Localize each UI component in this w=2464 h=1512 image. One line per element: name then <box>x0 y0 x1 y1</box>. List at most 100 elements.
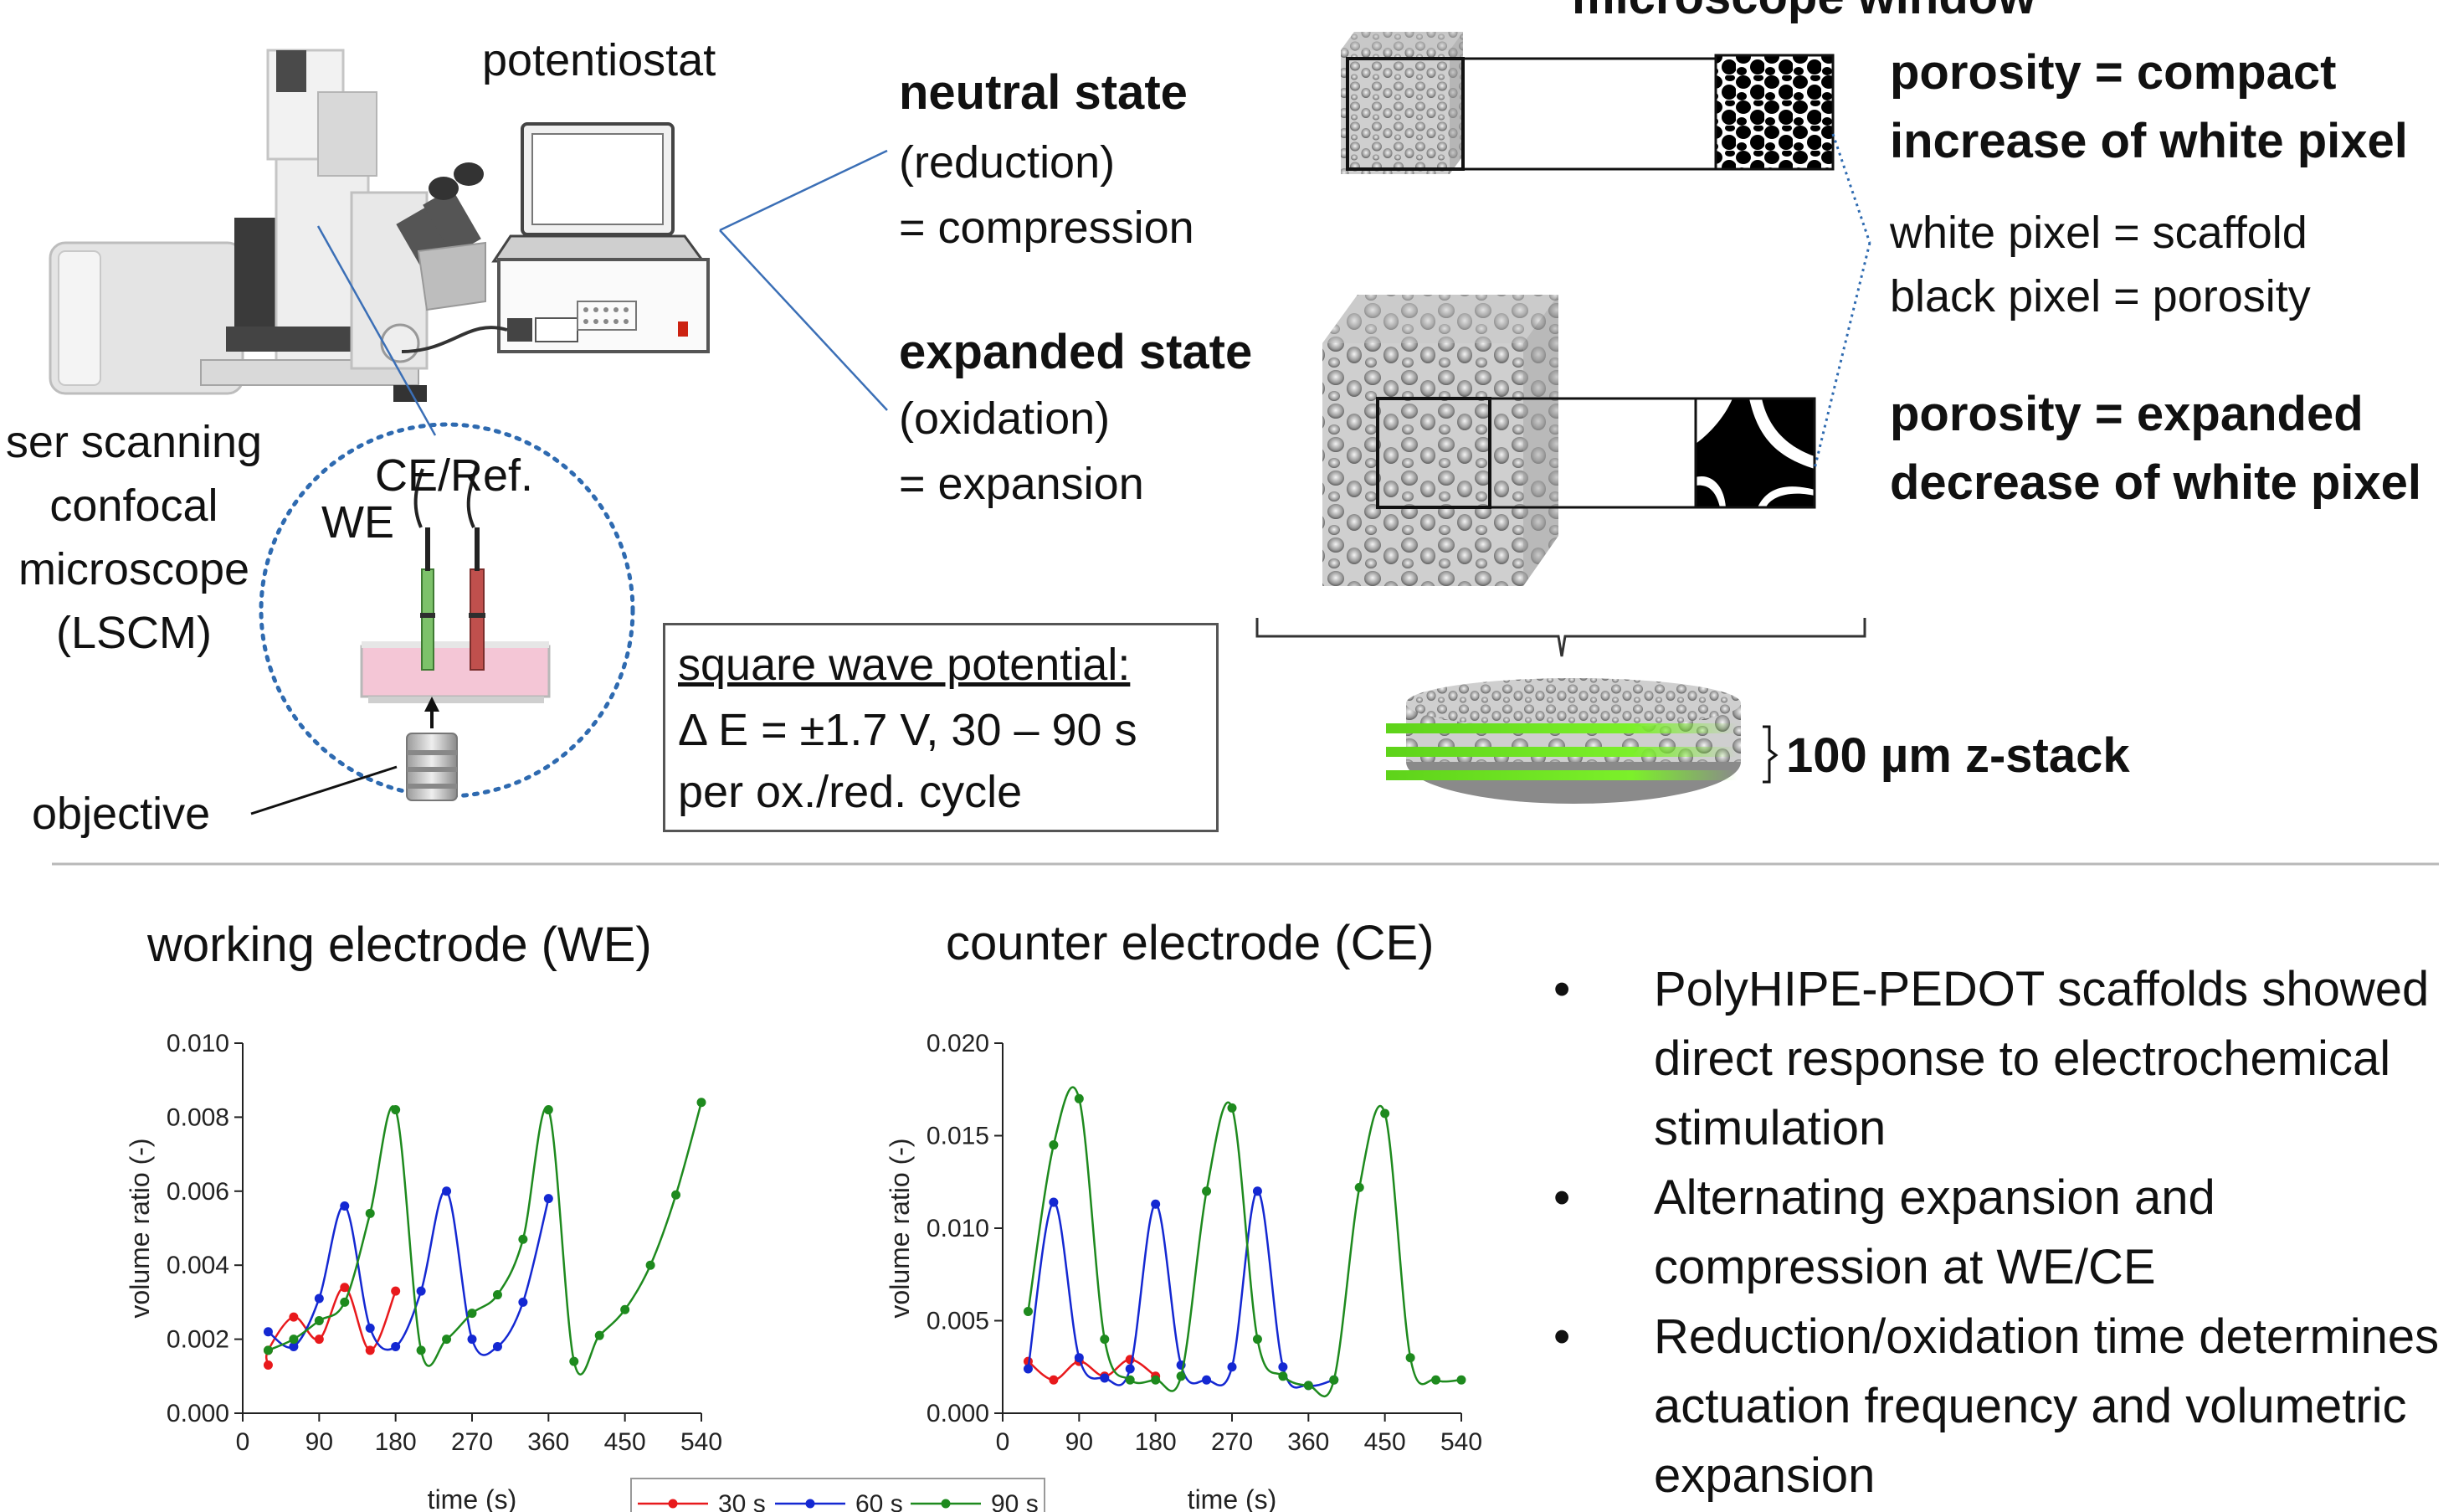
porosity-expanded-line-1: porosity = expanded <box>1890 387 2364 441</box>
setup-connector-lines <box>316 149 888 436</box>
we-chart-y-tick-label: 0.010 <box>167 1030 229 1057</box>
z-stack-disk-illustration <box>1386 678 1779 804</box>
ce-ref-label: CE/Ref. <box>375 450 534 501</box>
we-chart-data-point <box>365 1345 375 1355</box>
we-chart-data-point <box>289 1312 299 1322</box>
we-chart-data-point <box>518 1297 528 1307</box>
ce-chart-data-point <box>1405 1353 1415 1363</box>
we-chart-data-point <box>314 1316 324 1325</box>
bullet-text: Reduction/oxidation time determines actu… <box>1654 1309 2440 1503</box>
lscm-microscope-illustration <box>49 49 486 402</box>
ce-chart-y-axis-label: volume ratio (-) <box>885 1138 915 1318</box>
lscm-label-line-1: ser scanning <box>5 417 263 467</box>
we-chart-data-point <box>391 1105 401 1115</box>
we-chart-data-point <box>543 1105 553 1115</box>
ce-chart-data-point <box>1329 1375 1339 1385</box>
ce-chart-y-tick-label: 0.010 <box>927 1215 989 1242</box>
ce-chart-data-point <box>1100 1335 1110 1345</box>
bullet-text: Alternating expansion and compression at… <box>1654 1170 2215 1294</box>
we-chart-data-point <box>314 1293 324 1304</box>
we-chart-data-point <box>671 1190 681 1200</box>
we-chart-y-tick-label: 0.008 <box>167 1103 229 1131</box>
ce-chart-data-point <box>1278 1371 1288 1381</box>
we-chart-x-tick-label: 180 <box>375 1428 417 1456</box>
ce-chart-data-point <box>1252 1335 1262 1345</box>
we-chart-title: working electrode (WE) <box>147 918 652 972</box>
ce-chart-data-point <box>1354 1182 1364 1192</box>
we-chart-y-tick-label: 0.006 <box>167 1178 229 1206</box>
we-chart-y-tick-label: 0.000 <box>167 1400 229 1427</box>
we-chart-data-point <box>263 1345 273 1355</box>
pixel-legend-black: black pixel = porosity <box>1890 271 2311 321</box>
ce-chart-data-point <box>1100 1373 1110 1383</box>
lscm-label: ser scanning confocal microscope (LSCM) <box>0 410 268 665</box>
ce-chart-data-point <box>1125 1364 1135 1374</box>
we-chart-x-tick-label: 270 <box>451 1428 493 1456</box>
bullet-dot: • <box>1553 962 1571 1016</box>
we-chart-data-point <box>365 1323 375 1333</box>
ce-chart-series-line <box>1027 1190 1335 1389</box>
cube-bracket <box>1255 618 1866 657</box>
ce-chart-x-tick-label: 0 <box>996 1428 1010 1456</box>
expanded-porosity-window <box>1694 397 1816 509</box>
bullet-dot: • <box>1553 1170 1571 1225</box>
ce-chart-y-tick-label: 0.015 <box>927 1123 989 1150</box>
we-chart-y-axis-label: volume ratio (-) <box>125 1138 155 1318</box>
we-chart-data-point <box>365 1208 375 1218</box>
ce-chart-data-point <box>1227 1362 1237 1372</box>
we-chart-series-line <box>264 1286 397 1365</box>
neutral-state-title: neutral state <box>899 65 1188 120</box>
we-chart-data-point <box>467 1335 477 1345</box>
ce-chart-y-tick-label: 0.005 <box>927 1308 989 1335</box>
we-chart-y-tick-label: 0.002 <box>167 1326 229 1354</box>
ce-chart-data-point <box>1049 1197 1059 1207</box>
we-chart-data-point <box>289 1335 299 1345</box>
we-chart-x-tick-label: 360 <box>527 1428 569 1456</box>
porosity-expanded-line-2: decrease of white pixel <box>1890 455 2422 510</box>
expanded-state-title: expanded state <box>899 325 1253 379</box>
expanded-scaffold-cube <box>1322 133 1871 586</box>
ce-chart-data-point <box>1074 1353 1084 1363</box>
ce-chart-x-tick-label: 450 <box>1364 1428 1406 1456</box>
ce-chart-x-tick-label: 90 <box>1065 1428 1093 1456</box>
we-chart-data-point <box>340 1201 350 1211</box>
we-chart-data-point <box>391 1341 401 1351</box>
ce-chart-data-point <box>1125 1375 1135 1385</box>
ce-chart-data-point <box>1227 1103 1237 1113</box>
ce-chart-data-point <box>1023 1364 1033 1374</box>
microscope-window-title: microscope window <box>1572 0 2035 27</box>
we-chart-x-tick-label: 0 <box>236 1428 250 1456</box>
ce-chart-data-point <box>1151 1375 1161 1385</box>
square-wave-line-2: per ox./red. cycle <box>678 767 1023 817</box>
ce-chart-data-point <box>1202 1375 1212 1385</box>
bullet-item: • Alternating expansion and compression a… <box>1553 1163 2457 1302</box>
legend-box <box>630 1478 1045 1512</box>
ce-chart-data-point <box>1380 1108 1390 1119</box>
we-chart-data-point <box>416 1345 426 1355</box>
ce-chart-x-tick-label: 180 <box>1135 1428 1177 1456</box>
neutral-state-line-1: (reduction) <box>899 137 1116 188</box>
ce-chart-x-tick-label: 270 <box>1211 1428 1253 1456</box>
we-chart-data-point <box>263 1327 273 1337</box>
porosity-compact-line-2: increase of white pixel <box>1890 114 2408 168</box>
legend-label: 60 s <box>855 1490 903 1512</box>
ce-chart-data-point <box>1278 1362 1288 1372</box>
bullet-text: PolyHIPE-PEDOT scaffolds showed direct r… <box>1654 962 2430 1155</box>
ce-chart-y-tick-label: 0.000 <box>927 1400 989 1427</box>
ce-chart-x-axis-label: time (s) <box>1188 1484 1277 1512</box>
objective-label: objective <box>32 789 211 839</box>
potentiostat-illustration <box>401 122 710 353</box>
ce-chart-series-line <box>1027 1086 1462 1398</box>
ce-chart-y-tick-label: 0.020 <box>927 1030 989 1057</box>
ce-chart-data-point <box>1431 1375 1441 1385</box>
square-wave-title: square wave potential: <box>678 640 1131 690</box>
z-stack-label: 100 µm z-stack <box>1786 728 2130 783</box>
bullet-dot: • <box>1553 1309 1571 1364</box>
potentiostat-label: potentiostat <box>482 35 716 85</box>
we-chart-data-point <box>340 1283 350 1293</box>
we-chart-data-point <box>594 1330 604 1340</box>
electrochemical-cell-inset <box>250 422 635 815</box>
bullet-item: • PolyHIPE-PEDOT scaffolds showed direct … <box>1553 954 2457 1163</box>
we-chart-data-point <box>569 1356 579 1366</box>
